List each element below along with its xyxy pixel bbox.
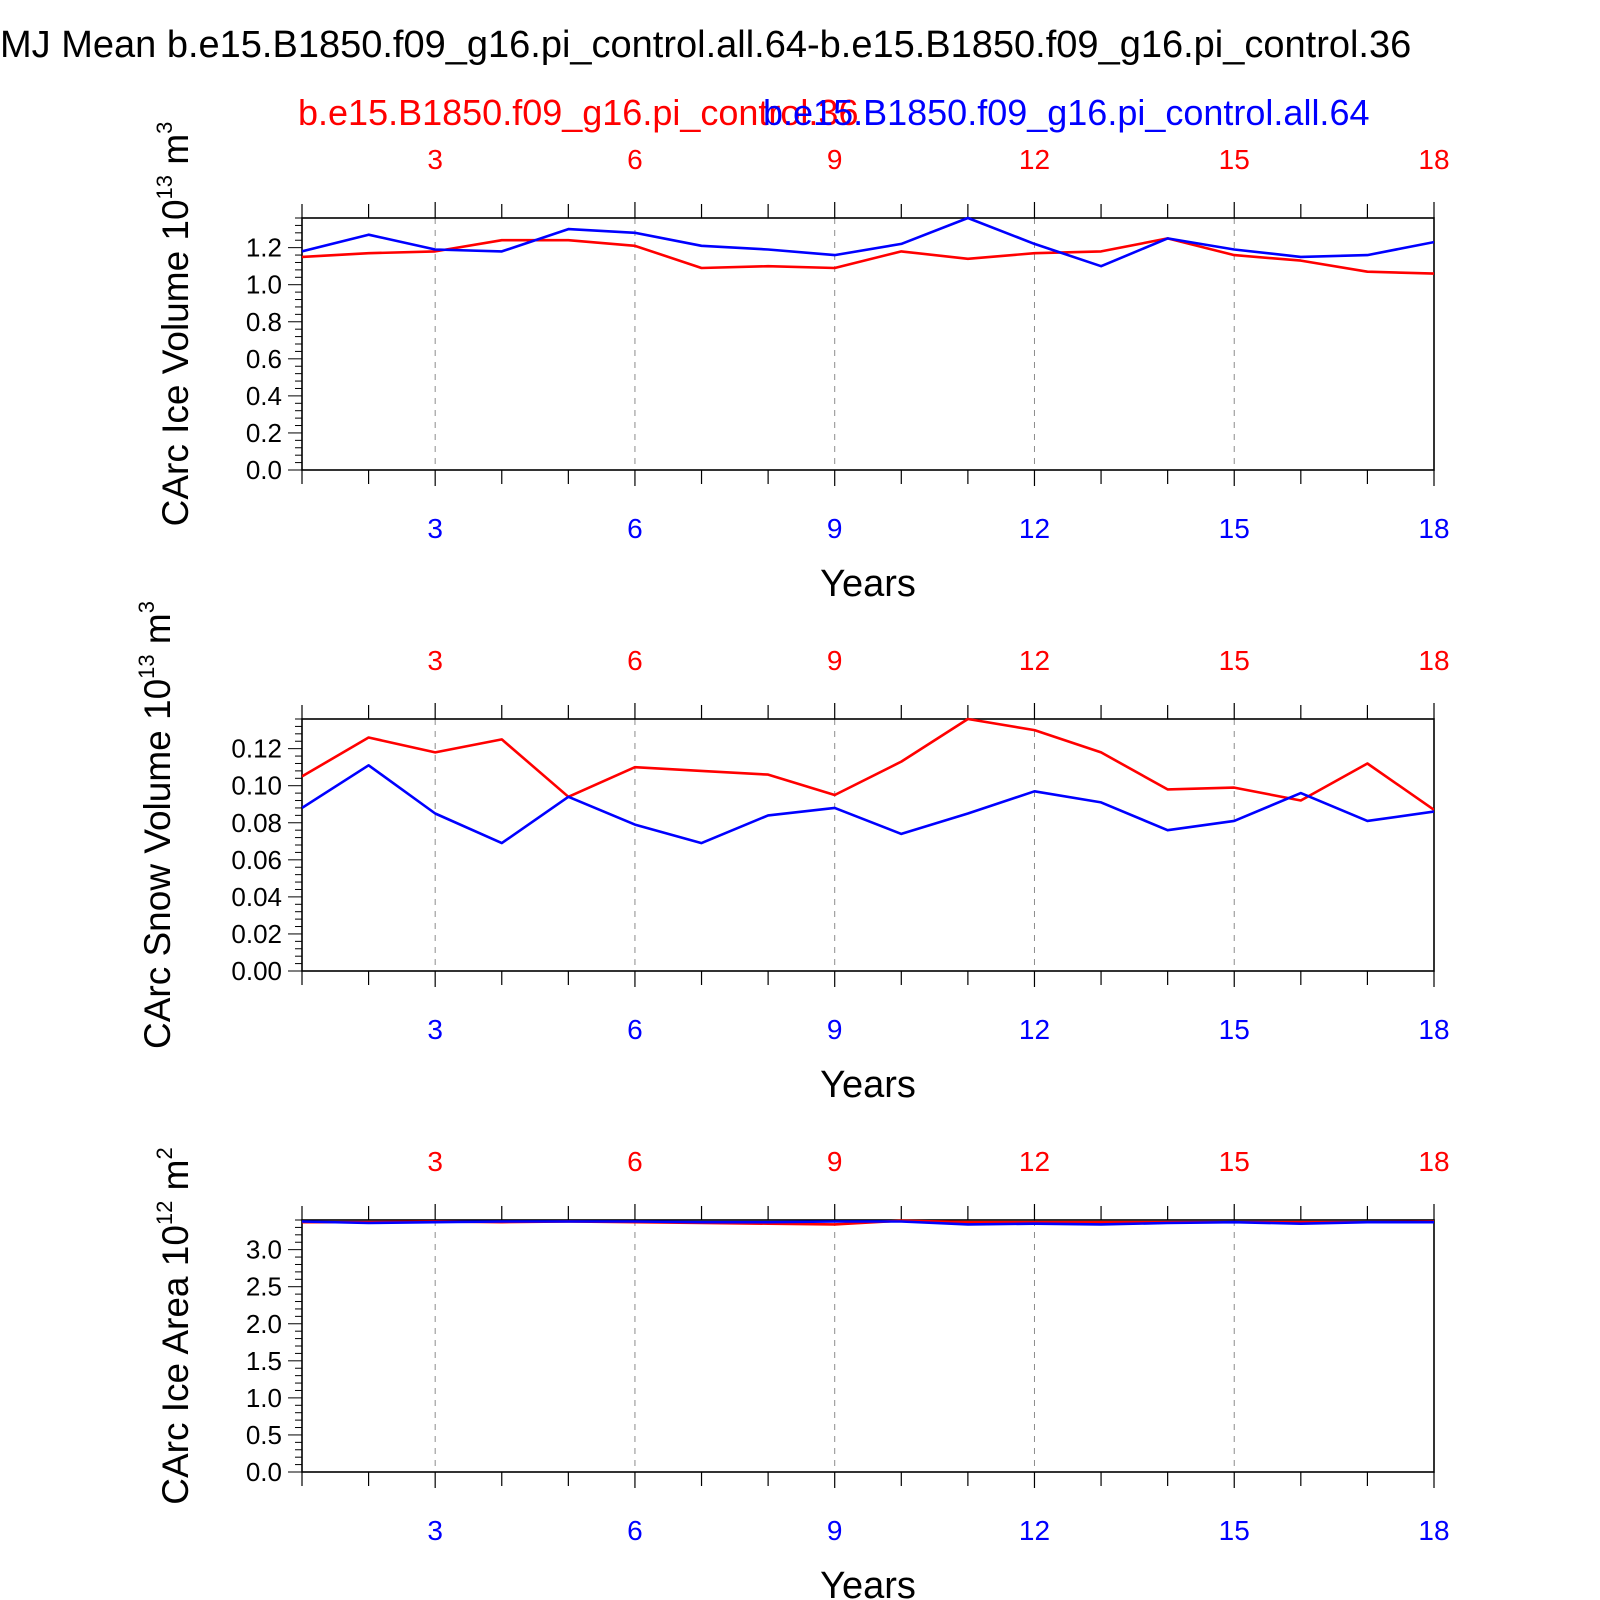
y-axis-title-text: CArc Ice Volume 10 (155, 199, 196, 526)
y-axis-title-unit: m (137, 613, 178, 654)
y-tick-label: 0.10 (231, 771, 282, 801)
y-tick-label: 0.06 (231, 845, 282, 875)
x-tick-label-bottom: 18 (1418, 1515, 1449, 1546)
y-tick-label: 2.0 (246, 1309, 282, 1339)
y-axis-title-exponent: 12 (152, 1201, 177, 1225)
x-tick-label-bottom: 12 (1019, 513, 1050, 544)
y-axis-title: CArc Snow Volume 1013 m3 (134, 601, 178, 1049)
y-tick-label: 0.00 (231, 956, 282, 986)
x-tick-label-bottom: 3 (427, 1515, 443, 1546)
x-tick-label-bottom: 9 (827, 1515, 843, 1546)
x-tick-label-top: 18 (1418, 645, 1449, 676)
x-tick-label-top: 12 (1019, 144, 1050, 175)
x-tick-label-bottom: 6 (627, 513, 643, 544)
x-tick-label-bottom: 12 (1019, 1014, 1050, 1045)
x-tick-label-bottom: 15 (1219, 513, 1250, 544)
y-tick-label: 0.04 (231, 882, 282, 912)
x-tick-label-top: 9 (827, 144, 843, 175)
plot-frame (301, 718, 1435, 972)
panel-1: 0.0 0.2 0.4 0.6 0.8 1.0 1.2 3 3 6 6 9 9 12 12 15 15 18 18 Y… (152, 122, 1450, 605)
panel-2: 0.00 0.02 0.04 0.06 0.08 0.10 0.12 3 3 6 6 9 9 12 12 15… (134, 601, 1450, 1106)
y-tick-label: 3.0 (246, 1235, 282, 1265)
y-tick-label: 0.0 (246, 1457, 282, 1487)
y-tick-label: 0.4 (246, 381, 282, 411)
series-line-red (302, 237, 1434, 275)
x-tick-label-top: 9 (827, 645, 843, 676)
plot-frame (301, 217, 1435, 471)
y-tick-label: 0.08 (231, 808, 282, 838)
y-tick-label: 0.02 (231, 919, 282, 949)
y-tick-label: 1.2 (246, 233, 282, 263)
x-tick-label-top: 3 (427, 645, 443, 676)
x-tick-label-bottom: 15 (1219, 1014, 1250, 1045)
y-tick-label: 0.8 (246, 307, 282, 337)
y-tick-label: 0.2 (246, 418, 282, 448)
x-tick-label-bottom: 3 (427, 513, 443, 544)
x-axis-title: Years (820, 1064, 916, 1106)
x-tick-label-bottom: 9 (827, 1014, 843, 1045)
legend-label-red: b.e15.B1850.f09_g16.pi_control.36 (298, 92, 858, 133)
y-axis-title-exponent: 13 (134, 654, 159, 678)
x-tick-label-top: 6 (627, 1146, 643, 1177)
x-tick-label-bottom: 6 (627, 1014, 643, 1045)
x-tick-label-top: 9 (827, 1146, 843, 1177)
x-tick-label-top: 12 (1019, 1146, 1050, 1177)
y-axis-title-text: CArc Ice Area 10 (155, 1225, 196, 1505)
y-tick-label: 2.5 (246, 1272, 282, 1302)
x-tick-label-top: 12 (1019, 645, 1050, 676)
y-axis-title-unit: m (155, 134, 196, 175)
panel-3: 0.0 0.5 1.0 1.5 2.0 2.5 3.0 3 3 6 6 9 9 12 12 15 15 18 18 Y… (152, 1146, 1450, 1600)
x-tick-label-top: 6 (627, 144, 643, 175)
x-tick-label-top: 3 (427, 1146, 443, 1177)
x-tick-label-bottom: 18 (1418, 513, 1449, 544)
x-tick-label-top: 15 (1219, 144, 1250, 175)
y-tick-label: 1.0 (246, 1383, 282, 1413)
x-tick-label-bottom: 9 (827, 513, 843, 544)
series-line-blue (302, 763, 1434, 845)
y-axis-title: CArc Ice Volume 1013 m3 (152, 122, 196, 527)
y-axis-title-text: CArc Snow Volume 10 (137, 679, 178, 1049)
figure-title: MJ Mean b.e15.B1850.f09_g16.pi_control.a… (0, 24, 1411, 66)
y-axis-title-unit: m (155, 1159, 196, 1200)
y-tick-label: 1.5 (246, 1346, 282, 1376)
x-tick-label-bottom: 18 (1418, 1014, 1449, 1045)
x-tick-label-top: 15 (1219, 1146, 1250, 1177)
x-tick-label-top: 18 (1418, 1146, 1449, 1177)
y-tick-label: 1.0 (246, 270, 282, 300)
x-tick-label-bottom: 6 (627, 1515, 643, 1546)
legend-label-blue: b.e15.B1850.f09_g16.pi_control.all.64 (763, 92, 1369, 133)
y-axis-title-exponent: 13 (152, 175, 177, 199)
y-axis-title-unit-exponent: 2 (152, 1147, 177, 1159)
y-axis-title-unit-exponent: 3 (152, 122, 177, 134)
series-line-blue (302, 1220, 1434, 1226)
y-tick-label: 0.6 (246, 344, 282, 374)
y-axis-title: CArc Ice Area 1012 m2 (152, 1147, 196, 1505)
y-tick-label: 0.5 (246, 1420, 282, 1450)
x-axis-title: Years (820, 563, 916, 605)
series-line-blue (302, 216, 1434, 268)
y-tick-label: 0.0 (246, 455, 282, 485)
plot-frame (301, 1219, 1435, 1473)
y-axis-title-unit-exponent: 3 (134, 601, 159, 613)
x-tick-label-top: 3 (427, 144, 443, 175)
y-tick-label: 0.12 (231, 734, 282, 764)
x-tick-label-top: 15 (1219, 645, 1250, 676)
x-tick-label-top: 18 (1418, 144, 1449, 175)
x-tick-label-bottom: 12 (1019, 1515, 1050, 1546)
x-axis-title: Years (820, 1565, 916, 1600)
series-line-red (302, 717, 1434, 811)
x-tick-label-bottom: 15 (1219, 1515, 1250, 1546)
x-tick-label-bottom: 3 (427, 1014, 443, 1045)
x-tick-label-top: 6 (627, 645, 643, 676)
